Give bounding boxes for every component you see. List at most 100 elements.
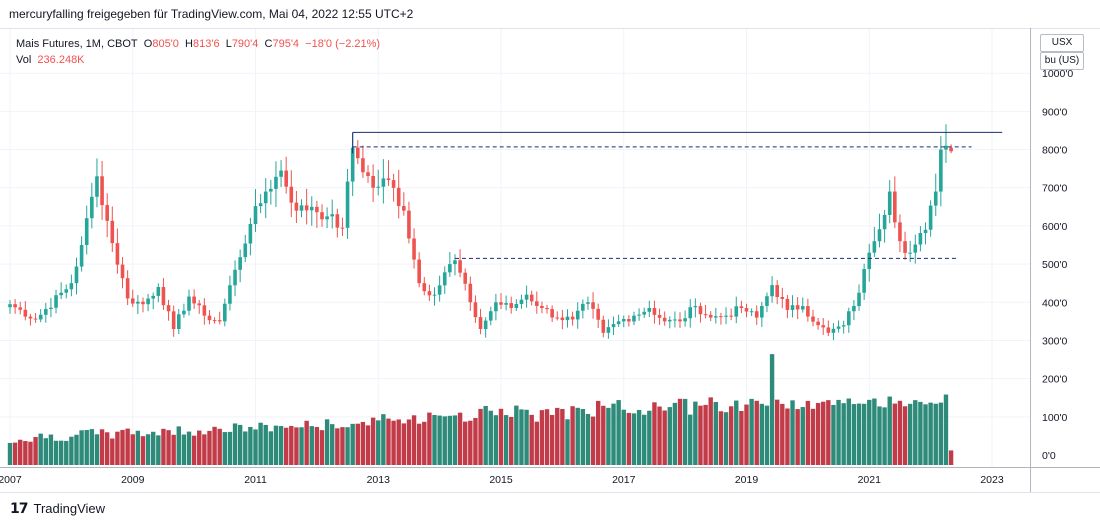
volume-bar — [360, 421, 366, 465]
candle-body — [427, 291, 432, 296]
volume-bar — [703, 404, 708, 465]
candle-body — [28, 316, 33, 319]
candle-body — [708, 314, 713, 318]
candle-body — [790, 305, 795, 310]
candle-body — [836, 326, 841, 329]
candle-body — [192, 296, 196, 304]
volume-bar — [759, 403, 765, 465]
volume-bar — [698, 405, 703, 465]
candle-body — [289, 186, 294, 203]
candle-body — [13, 304, 17, 308]
volume-bar — [595, 400, 601, 465]
candle-body — [780, 297, 785, 299]
volume-bar — [191, 435, 197, 465]
volume-bar — [237, 424, 243, 465]
candle-body — [141, 301, 145, 305]
candle-body — [693, 306, 698, 308]
candle-body — [269, 188, 273, 192]
volume-bar — [299, 427, 304, 465]
candle-body — [376, 186, 381, 188]
candle-body — [396, 187, 401, 207]
volume-bar — [631, 413, 637, 465]
time-tick-label: 2013 — [367, 474, 391, 486]
candle-body — [442, 272, 447, 286]
volume-bar — [7, 442, 13, 465]
volume-bar — [524, 409, 529, 465]
candle-body — [621, 319, 626, 322]
volume-bar — [544, 409, 550, 465]
candle-body — [448, 264, 452, 273]
volume-bar — [217, 428, 222, 465]
candle-body — [125, 278, 130, 299]
candle-body — [340, 227, 345, 229]
candle-body — [939, 149, 943, 192]
volume-bar — [314, 427, 320, 465]
volume-bar — [728, 406, 734, 465]
candle-body — [412, 238, 416, 260]
volume-bar — [94, 434, 100, 465]
volume-bar — [555, 407, 560, 465]
volume-bar — [176, 426, 181, 465]
candle-body — [662, 317, 667, 322]
candle-body — [120, 264, 125, 279]
candle-body — [754, 311, 759, 318]
volume-bar — [222, 432, 228, 465]
volume-bar — [667, 407, 672, 465]
candle-body — [315, 206, 319, 213]
candle-body — [18, 307, 23, 310]
volume-bar — [442, 416, 447, 465]
volume-bar — [396, 419, 401, 465]
volume-bar — [851, 404, 857, 465]
volume-bar — [447, 415, 453, 465]
volume-bar — [642, 414, 647, 465]
volume-bar — [340, 427, 345, 465]
volume-bar — [795, 409, 800, 465]
candle-body — [74, 266, 79, 284]
candle-body — [105, 205, 109, 221]
volume-bar — [483, 405, 488, 465]
price-tick-label: 1000'0 — [1042, 68, 1073, 80]
low-label: L — [225, 38, 232, 50]
volume-bar — [826, 400, 831, 465]
price-tick-label: 800'0 — [1042, 145, 1068, 157]
candle-body — [509, 303, 514, 309]
candle-body — [918, 233, 923, 245]
volume-bar — [657, 406, 662, 465]
candle-body — [683, 318, 687, 322]
candle-body — [44, 309, 48, 315]
volume-bar — [43, 438, 49, 465]
candle-body — [156, 287, 161, 296]
volume-bar — [12, 442, 18, 465]
volume-bar — [780, 403, 785, 465]
volume-bar — [902, 406, 908, 465]
candle-body — [872, 241, 877, 253]
volume-bar — [38, 433, 43, 465]
candle-body — [166, 305, 171, 312]
candle-body — [130, 298, 135, 304]
volume-label: Vol — [16, 54, 32, 66]
volume-bar — [841, 403, 846, 465]
measure-unit-button[interactable]: bu (US) — [1040, 52, 1084, 70]
candle-body — [739, 306, 744, 309]
volume-bar — [283, 427, 289, 465]
volume-bar — [948, 450, 954, 465]
time-tick-label: 2015 — [489, 474, 513, 486]
candle-body — [913, 244, 918, 253]
volume-bar — [304, 420, 309, 465]
candle-body — [458, 260, 462, 273]
time-tick-label: 2021 — [858, 474, 882, 486]
candle-body — [846, 311, 851, 326]
currency-unit-button[interactable]: USX — [1040, 34, 1084, 52]
symbol-label[interactable]: Mais Futures, 1M, CBOT — [16, 38, 138, 50]
volume-bar — [89, 429, 95, 465]
candle-body — [151, 295, 156, 299]
time-axis-labels: 2007 2009 2011 2013 2015 2017 2019 2021 2023 — [0, 474, 1004, 486]
volume-bar — [350, 423, 355, 465]
candle-body — [473, 302, 478, 318]
volume-bar — [647, 410, 652, 465]
candle-body — [361, 158, 365, 173]
volume-bar — [774, 399, 780, 465]
candle-body — [698, 306, 703, 315]
volume-bar — [514, 405, 519, 465]
